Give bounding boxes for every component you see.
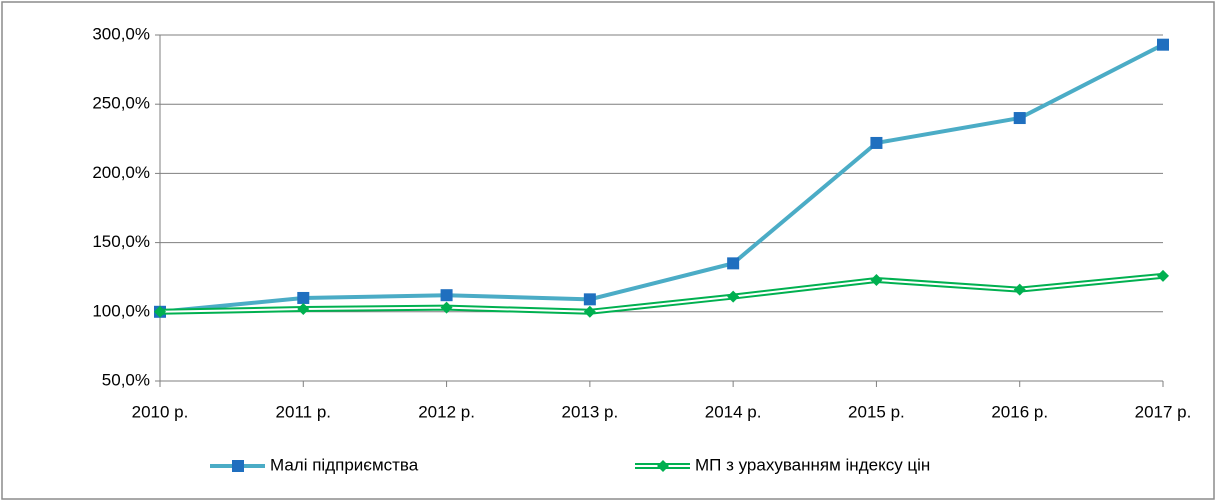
x-tick-label: 2016 р. — [991, 402, 1048, 421]
marker — [1157, 38, 1169, 51]
x-tick-label: 2010 р. — [132, 402, 189, 421]
y-tick-label: 250,0% — [92, 94, 150, 113]
marker — [1157, 269, 1169, 282]
marker — [297, 291, 310, 304]
marker — [440, 289, 453, 302]
marker — [583, 305, 596, 318]
x-tick-label: 2017 р. — [1135, 402, 1192, 421]
marker — [154, 305, 166, 318]
y-tick-label: 50,0% — [102, 370, 150, 389]
y-tick-label: 100,0% — [92, 301, 150, 320]
y-tick-label: 300,0% — [92, 24, 150, 43]
y-tick-label: 200,0% — [92, 163, 150, 182]
legend-label: Малі підприємства — [270, 455, 419, 474]
marker — [297, 303, 310, 316]
marker — [583, 293, 596, 306]
marker — [1013, 112, 1026, 125]
line-inner — [159, 274, 1164, 313]
marker — [870, 136, 883, 149]
x-tick-label: 2012 р. — [418, 402, 475, 421]
y-tick-label: 150,0% — [92, 232, 150, 251]
marker — [870, 273, 883, 286]
x-tick-label: 2014 р. — [705, 402, 762, 421]
legend-label: МП з урахуванням індексу цін — [695, 455, 930, 474]
marker — [727, 257, 740, 270]
marker — [727, 290, 740, 303]
marker — [1013, 283, 1026, 296]
legend-marker — [657, 460, 669, 472]
line — [159, 42, 1164, 314]
marker — [440, 301, 453, 314]
x-tick-label: 2011 р. — [276, 402, 331, 421]
x-tick-label: 2013 р. — [561, 402, 618, 421]
x-tick-label: 2015 р. — [848, 402, 905, 421]
legend-marker — [232, 460, 244, 472]
